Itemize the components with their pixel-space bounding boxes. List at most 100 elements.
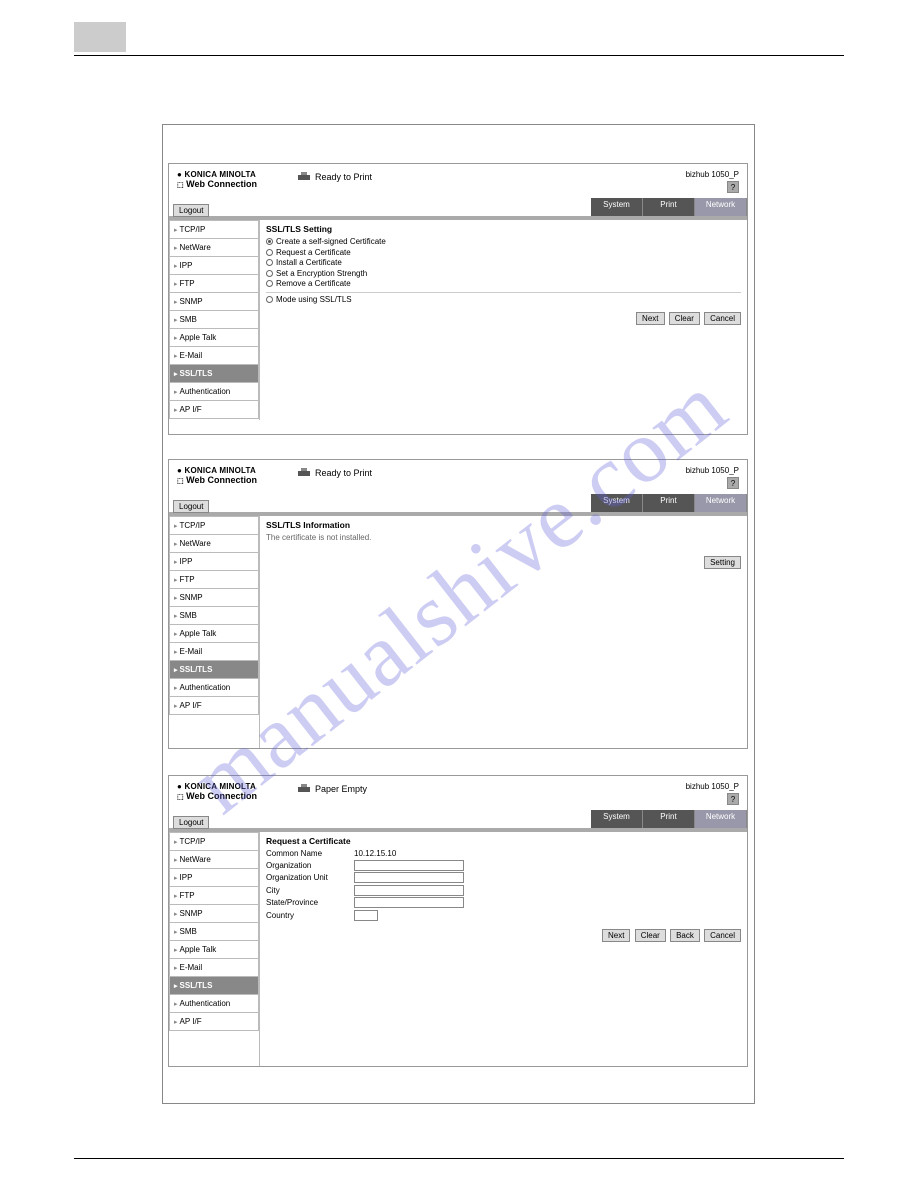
sidebar-item-ssl-tls[interactable]: ▸SSL/TLS xyxy=(169,977,259,995)
label-organization: Organization xyxy=(266,861,354,870)
tab-print[interactable]: Print xyxy=(643,198,695,216)
tab-network[interactable]: Network xyxy=(695,494,747,512)
sidebar-item-ssl-tls[interactable]: ▸SSL/TLS xyxy=(169,661,259,679)
tab-network[interactable]: Network xyxy=(695,810,747,828)
sidebar-item-ap-i-f[interactable]: ▸AP I/F xyxy=(169,1013,259,1031)
content-panel: Request a Certificate Common Name10.12.1… xyxy=(259,832,747,1066)
input-organization[interactable] xyxy=(354,860,464,871)
radio-icon[interactable] xyxy=(266,249,273,256)
model-label: bizhub 1050_P xyxy=(686,466,739,475)
setting-button[interactable]: Setting xyxy=(704,556,741,569)
radio-icon[interactable] xyxy=(266,280,273,287)
content-panel: SSL/TLS Information The certificate is n… xyxy=(259,516,747,748)
toolbar-row: Logout System Print Network xyxy=(169,810,747,828)
cancel-button[interactable]: Cancel xyxy=(704,929,741,942)
input-state[interactable] xyxy=(354,897,464,908)
logout-button[interactable]: Logout xyxy=(173,816,209,829)
product-name: ⬚ Web Connection xyxy=(177,179,297,189)
sidebar-item-authentication[interactable]: ▸Authentication xyxy=(169,383,259,401)
sidebar-item-netware[interactable]: ▸NetWare xyxy=(169,239,259,257)
value-common-name: 10.12.15.10 xyxy=(354,849,396,858)
help-icon[interactable]: ? xyxy=(727,793,739,805)
sidebar-item-ap-i-f[interactable]: ▸AP I/F xyxy=(169,401,259,419)
sidebar-item-ap-i-f[interactable]: ▸AP I/F xyxy=(169,697,259,715)
screenshot-ssl-info: ● KONICA MINOLTA ⬚ Web Connection Ready … xyxy=(168,459,748,749)
sidebar-item-tcp-ip[interactable]: ▸TCP/IP xyxy=(169,220,259,239)
sidebar: ▸TCP/IP▸NetWare▸IPP▸FTP▸SNMP▸SMB▸Apple T… xyxy=(169,516,259,748)
input-org-unit[interactable] xyxy=(354,872,464,883)
sidebar-item-smb[interactable]: ▸SMB xyxy=(169,607,259,625)
toolbar-row: Logout System Print Network xyxy=(169,494,747,512)
option-row[interactable]: Request a Certificate xyxy=(266,248,741,257)
label-org-unit: Organization Unit xyxy=(266,873,354,882)
tab-print[interactable]: Print xyxy=(643,810,695,828)
sidebar-item-apple-talk[interactable]: ▸Apple Talk xyxy=(169,329,259,347)
tab-system[interactable]: System xyxy=(591,198,643,216)
sidebar-item-snmp[interactable]: ▸SNMP xyxy=(169,589,259,607)
sidebar-item-ftp[interactable]: ▸FTP xyxy=(169,275,259,293)
help-icon[interactable]: ? xyxy=(727,181,739,193)
tab-system[interactable]: System xyxy=(591,810,643,828)
input-city[interactable] xyxy=(354,885,464,896)
panel-title: SSL/TLS Setting xyxy=(266,224,741,234)
label-city: City xyxy=(266,886,354,895)
app-header: ● KONICA MINOLTA ⬚ Web Connection Paper … xyxy=(169,776,747,810)
sidebar-item-netware[interactable]: ▸NetWare xyxy=(169,535,259,553)
sidebar-item-ftp[interactable]: ▸FTP xyxy=(169,887,259,905)
header-grey-box xyxy=(74,22,126,52)
printer-icon xyxy=(297,468,311,478)
page-footer xyxy=(74,1158,844,1160)
sidebar-item-e-mail[interactable]: ▸E-Mail xyxy=(169,643,259,661)
radio-icon[interactable] xyxy=(266,270,273,277)
input-country[interactable] xyxy=(354,910,378,921)
tab-print[interactable]: Print xyxy=(643,494,695,512)
sidebar-item-ipp[interactable]: ▸IPP xyxy=(169,553,259,571)
clear-button[interactable]: Clear xyxy=(669,312,700,325)
sidebar-item-snmp[interactable]: ▸SNMP xyxy=(169,293,259,311)
app-header: ● KONICA MINOLTA ⬚ Web Connection Ready … xyxy=(169,164,747,198)
option-label: Remove a Certificate xyxy=(276,279,351,288)
sidebar-item-snmp[interactable]: ▸SNMP xyxy=(169,905,259,923)
sidebar-item-apple-talk[interactable]: ▸Apple Talk xyxy=(169,941,259,959)
sidebar-item-apple-talk[interactable]: ▸Apple Talk xyxy=(169,625,259,643)
next-button[interactable]: Next xyxy=(636,312,664,325)
divider xyxy=(266,292,741,293)
next-button[interactable]: Next xyxy=(602,929,630,942)
sidebar-item-netware[interactable]: ▸NetWare xyxy=(169,851,259,869)
sidebar-item-ipp[interactable]: ▸IPP xyxy=(169,257,259,275)
sidebar-item-smb[interactable]: ▸SMB xyxy=(169,923,259,941)
tab-network[interactable]: Network xyxy=(695,198,747,216)
logout-button[interactable]: Logout xyxy=(173,204,209,217)
panel-title: Request a Certificate xyxy=(266,836,741,846)
radio-icon[interactable] xyxy=(266,238,273,245)
tab-system[interactable]: System xyxy=(591,494,643,512)
option-row[interactable]: Install a Certificate xyxy=(266,258,741,267)
option-row[interactable]: Create a self-signed Certificate xyxy=(266,237,741,246)
help-icon[interactable]: ? xyxy=(727,477,739,489)
sidebar-item-e-mail[interactable]: ▸E-Mail xyxy=(169,959,259,977)
option-row[interactable]: Remove a Certificate xyxy=(266,279,741,288)
panel-title: SSL/TLS Information xyxy=(266,520,741,530)
sidebar-item-ipp[interactable]: ▸IPP xyxy=(169,869,259,887)
label-common-name: Common Name xyxy=(266,849,354,858)
logout-button[interactable]: Logout xyxy=(173,500,209,513)
option-row[interactable]: Set a Encryption Strength xyxy=(266,269,741,278)
sidebar-item-ssl-tls[interactable]: ▸SSL/TLS xyxy=(169,365,259,383)
sidebar-item-e-mail[interactable]: ▸E-Mail xyxy=(169,347,259,365)
radio-icon[interactable] xyxy=(266,259,273,266)
clear-button[interactable]: Clear xyxy=(635,929,666,942)
sidebar-item-smb[interactable]: ▸SMB xyxy=(169,311,259,329)
status-text: Ready to Print xyxy=(315,468,372,478)
brand-name: ● KONICA MINOLTA xyxy=(177,170,297,179)
sidebar-item-authentication[interactable]: ▸Authentication xyxy=(169,995,259,1013)
radio-mode[interactable] xyxy=(266,296,273,303)
sidebar-item-tcp-ip[interactable]: ▸TCP/IP xyxy=(169,832,259,851)
cancel-button[interactable]: Cancel xyxy=(704,312,741,325)
mode-label: Mode using SSL/TLS xyxy=(276,295,352,304)
sidebar-item-tcp-ip[interactable]: ▸TCP/IP xyxy=(169,516,259,535)
status-text: Ready to Print xyxy=(315,172,372,182)
back-button[interactable]: Back xyxy=(670,929,700,942)
sidebar-item-authentication[interactable]: ▸Authentication xyxy=(169,679,259,697)
sidebar-item-ftp[interactable]: ▸FTP xyxy=(169,571,259,589)
option-label: Create a self-signed Certificate xyxy=(276,237,386,246)
